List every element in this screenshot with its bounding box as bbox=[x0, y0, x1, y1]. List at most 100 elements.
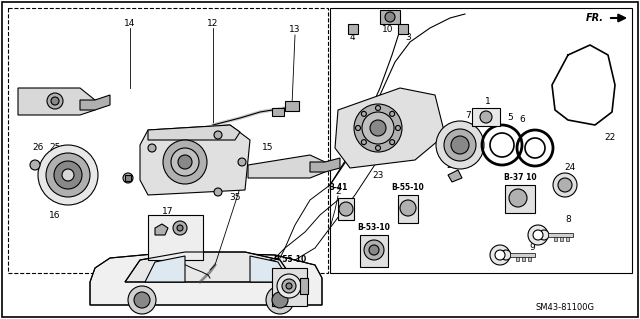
Circle shape bbox=[163, 140, 207, 184]
Bar bbox=[272, 268, 307, 306]
Polygon shape bbox=[528, 257, 531, 261]
Bar bbox=[272, 108, 284, 116]
Text: B 55-10: B 55-10 bbox=[274, 256, 306, 264]
Circle shape bbox=[54, 161, 82, 189]
Circle shape bbox=[553, 173, 577, 197]
Text: 5: 5 bbox=[507, 114, 513, 122]
Circle shape bbox=[62, 169, 74, 181]
Circle shape bbox=[286, 283, 292, 289]
Circle shape bbox=[533, 230, 543, 240]
Circle shape bbox=[362, 112, 394, 144]
Circle shape bbox=[38, 145, 98, 205]
Polygon shape bbox=[510, 253, 535, 257]
Text: 21: 21 bbox=[149, 166, 161, 174]
Circle shape bbox=[355, 125, 360, 130]
Text: B-55-10: B-55-10 bbox=[392, 183, 424, 192]
Circle shape bbox=[444, 129, 476, 161]
Text: 26: 26 bbox=[32, 144, 44, 152]
Text: 14: 14 bbox=[124, 19, 136, 28]
Text: 12: 12 bbox=[207, 19, 219, 28]
Bar bbox=[285, 101, 299, 111]
Polygon shape bbox=[125, 252, 295, 282]
Bar bbox=[472, 108, 500, 126]
Circle shape bbox=[51, 97, 59, 105]
Circle shape bbox=[376, 106, 381, 110]
Bar bbox=[398, 24, 408, 34]
Circle shape bbox=[436, 121, 484, 169]
Circle shape bbox=[47, 93, 63, 109]
Text: 13: 13 bbox=[289, 26, 301, 34]
Text: B-41: B-41 bbox=[328, 183, 348, 192]
Text: 11: 11 bbox=[234, 181, 246, 189]
Polygon shape bbox=[250, 256, 290, 282]
Circle shape bbox=[528, 225, 548, 245]
Polygon shape bbox=[148, 125, 240, 140]
Polygon shape bbox=[448, 170, 462, 182]
Circle shape bbox=[354, 104, 402, 152]
Text: 7: 7 bbox=[465, 110, 471, 120]
Circle shape bbox=[539, 230, 549, 240]
Bar bbox=[300, 278, 308, 294]
Circle shape bbox=[558, 178, 572, 192]
Text: 17: 17 bbox=[163, 207, 173, 217]
Circle shape bbox=[173, 221, 187, 235]
Circle shape bbox=[362, 111, 366, 116]
Circle shape bbox=[369, 245, 379, 255]
Text: 6: 6 bbox=[519, 115, 525, 124]
Circle shape bbox=[148, 144, 156, 152]
Circle shape bbox=[370, 120, 386, 136]
Polygon shape bbox=[548, 233, 573, 237]
Circle shape bbox=[128, 286, 156, 314]
Text: 25: 25 bbox=[49, 144, 61, 152]
Text: 4: 4 bbox=[349, 33, 355, 42]
Polygon shape bbox=[155, 224, 168, 235]
Circle shape bbox=[451, 136, 469, 154]
Polygon shape bbox=[90, 252, 322, 305]
Polygon shape bbox=[560, 237, 563, 241]
Bar bbox=[125, 175, 131, 181]
Circle shape bbox=[238, 158, 246, 166]
Circle shape bbox=[177, 225, 183, 231]
Circle shape bbox=[214, 131, 222, 139]
Polygon shape bbox=[335, 88, 445, 168]
Text: 22: 22 bbox=[604, 133, 616, 143]
Circle shape bbox=[364, 240, 384, 260]
Circle shape bbox=[495, 250, 505, 260]
Polygon shape bbox=[18, 88, 95, 115]
Circle shape bbox=[385, 12, 395, 22]
Text: 24: 24 bbox=[564, 164, 575, 173]
Text: FR.: FR. bbox=[586, 13, 604, 23]
Bar bbox=[380, 10, 400, 24]
Circle shape bbox=[480, 111, 492, 123]
Text: 15: 15 bbox=[262, 144, 274, 152]
Text: 16: 16 bbox=[49, 211, 61, 219]
Polygon shape bbox=[145, 256, 185, 282]
Text: B-53-10: B-53-10 bbox=[358, 224, 390, 233]
Circle shape bbox=[390, 111, 395, 116]
Circle shape bbox=[266, 286, 294, 314]
Text: 1: 1 bbox=[485, 98, 491, 107]
Bar bbox=[348, 24, 358, 34]
Text: 19: 19 bbox=[152, 218, 164, 226]
Bar bbox=[505, 185, 535, 213]
Text: 9: 9 bbox=[529, 243, 535, 253]
Circle shape bbox=[339, 202, 353, 216]
Bar bbox=[360, 235, 388, 267]
Bar bbox=[148, 215, 203, 260]
Circle shape bbox=[178, 155, 192, 169]
Polygon shape bbox=[516, 257, 519, 261]
Bar bbox=[330, 8, 632, 273]
Polygon shape bbox=[554, 237, 557, 241]
Polygon shape bbox=[80, 95, 110, 110]
Circle shape bbox=[390, 140, 395, 145]
Circle shape bbox=[171, 148, 199, 176]
Circle shape bbox=[134, 292, 150, 308]
Circle shape bbox=[501, 250, 511, 260]
Circle shape bbox=[277, 274, 301, 298]
Text: 35: 35 bbox=[229, 194, 241, 203]
Polygon shape bbox=[310, 158, 340, 172]
Circle shape bbox=[272, 292, 288, 308]
Text: 8: 8 bbox=[565, 216, 571, 225]
Polygon shape bbox=[140, 125, 250, 195]
Text: 18: 18 bbox=[182, 218, 194, 226]
